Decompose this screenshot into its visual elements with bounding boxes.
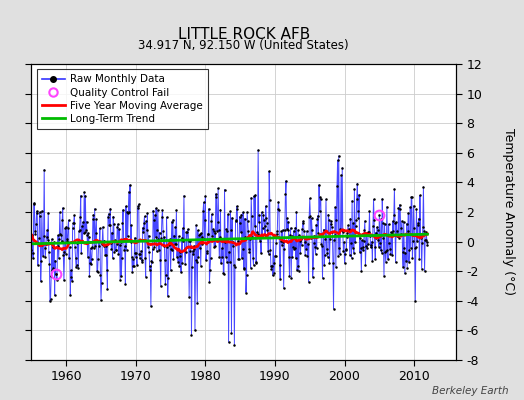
Text: Berkeley Earth: Berkeley Earth — [432, 386, 508, 396]
Y-axis label: Temperature Anomaly (°C): Temperature Anomaly (°C) — [501, 128, 515, 296]
Legend: Raw Monthly Data, Quality Control Fail, Five Year Moving Average, Long-Term Tren: Raw Monthly Data, Quality Control Fail, … — [37, 69, 208, 129]
Title: LITTLE ROCK AFB: LITTLE ROCK AFB — [178, 27, 310, 42]
Text: 34.917 N, 92.150 W (United States): 34.917 N, 92.150 W (United States) — [138, 39, 349, 52]
